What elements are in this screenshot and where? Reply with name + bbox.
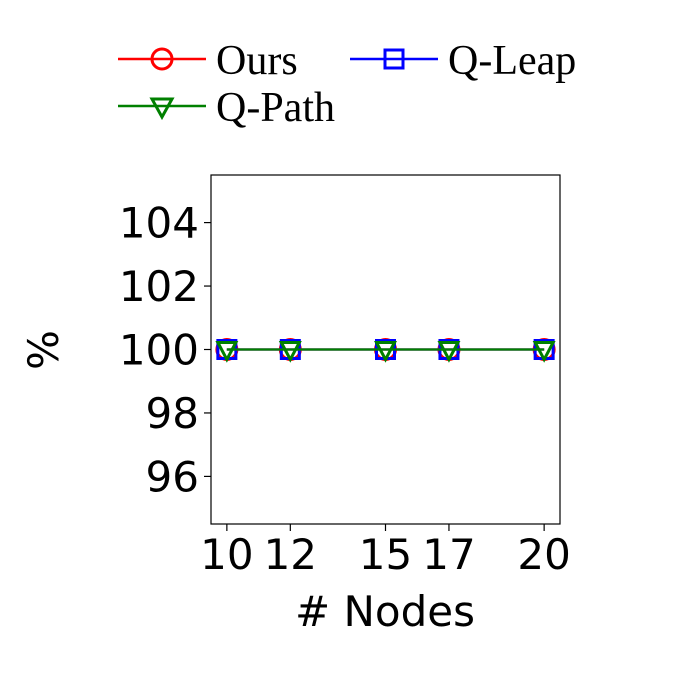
y-tick-label: 102: [119, 262, 199, 311]
legend-marker-ours: [150, 47, 174, 71]
legend-label-q-leap: Q-Leap: [448, 38, 576, 84]
legend-item-ours: Ours: [118, 38, 298, 84]
x-tick-label: 17: [422, 530, 475, 579]
x-tick-label: 10: [200, 530, 253, 579]
y-tick-label: 100: [119, 326, 199, 375]
x-axis: 10 12 15 17 20: [200, 524, 571, 579]
y-tick-label: 96: [146, 452, 199, 501]
point-q-path: [532, 341, 556, 363]
y-tick-label: 98: [146, 389, 199, 438]
point-q-path: [437, 341, 461, 363]
y-tick-label: 104: [119, 199, 199, 248]
x-tick-label: 20: [517, 530, 570, 579]
x-axis-label: # Nodes: [295, 587, 475, 636]
point-q-path: [374, 341, 397, 363]
x-tick-label: 15: [359, 530, 412, 579]
legend-label-q-path: Q-Path: [216, 85, 335, 131]
y-axis: 96 98 100 102 104: [119, 199, 211, 501]
legend-label-ours: Ours: [216, 38, 298, 84]
series-layer: [215, 338, 556, 363]
legend-marker-q-path: [149, 97, 175, 121]
point-q-path: [278, 341, 302, 363]
legend-item-q-leap: Q-Leap: [350, 38, 576, 84]
legend-item-q-path: Q-Path: [118, 85, 335, 131]
legend: Ours Q-Leap Q-Path: [118, 38, 576, 131]
x-tick-label: 12: [264, 530, 317, 579]
y-axis-label: %: [19, 330, 68, 370]
legend-marker-q-leap: [383, 48, 405, 70]
point-q-path: [215, 341, 239, 363]
